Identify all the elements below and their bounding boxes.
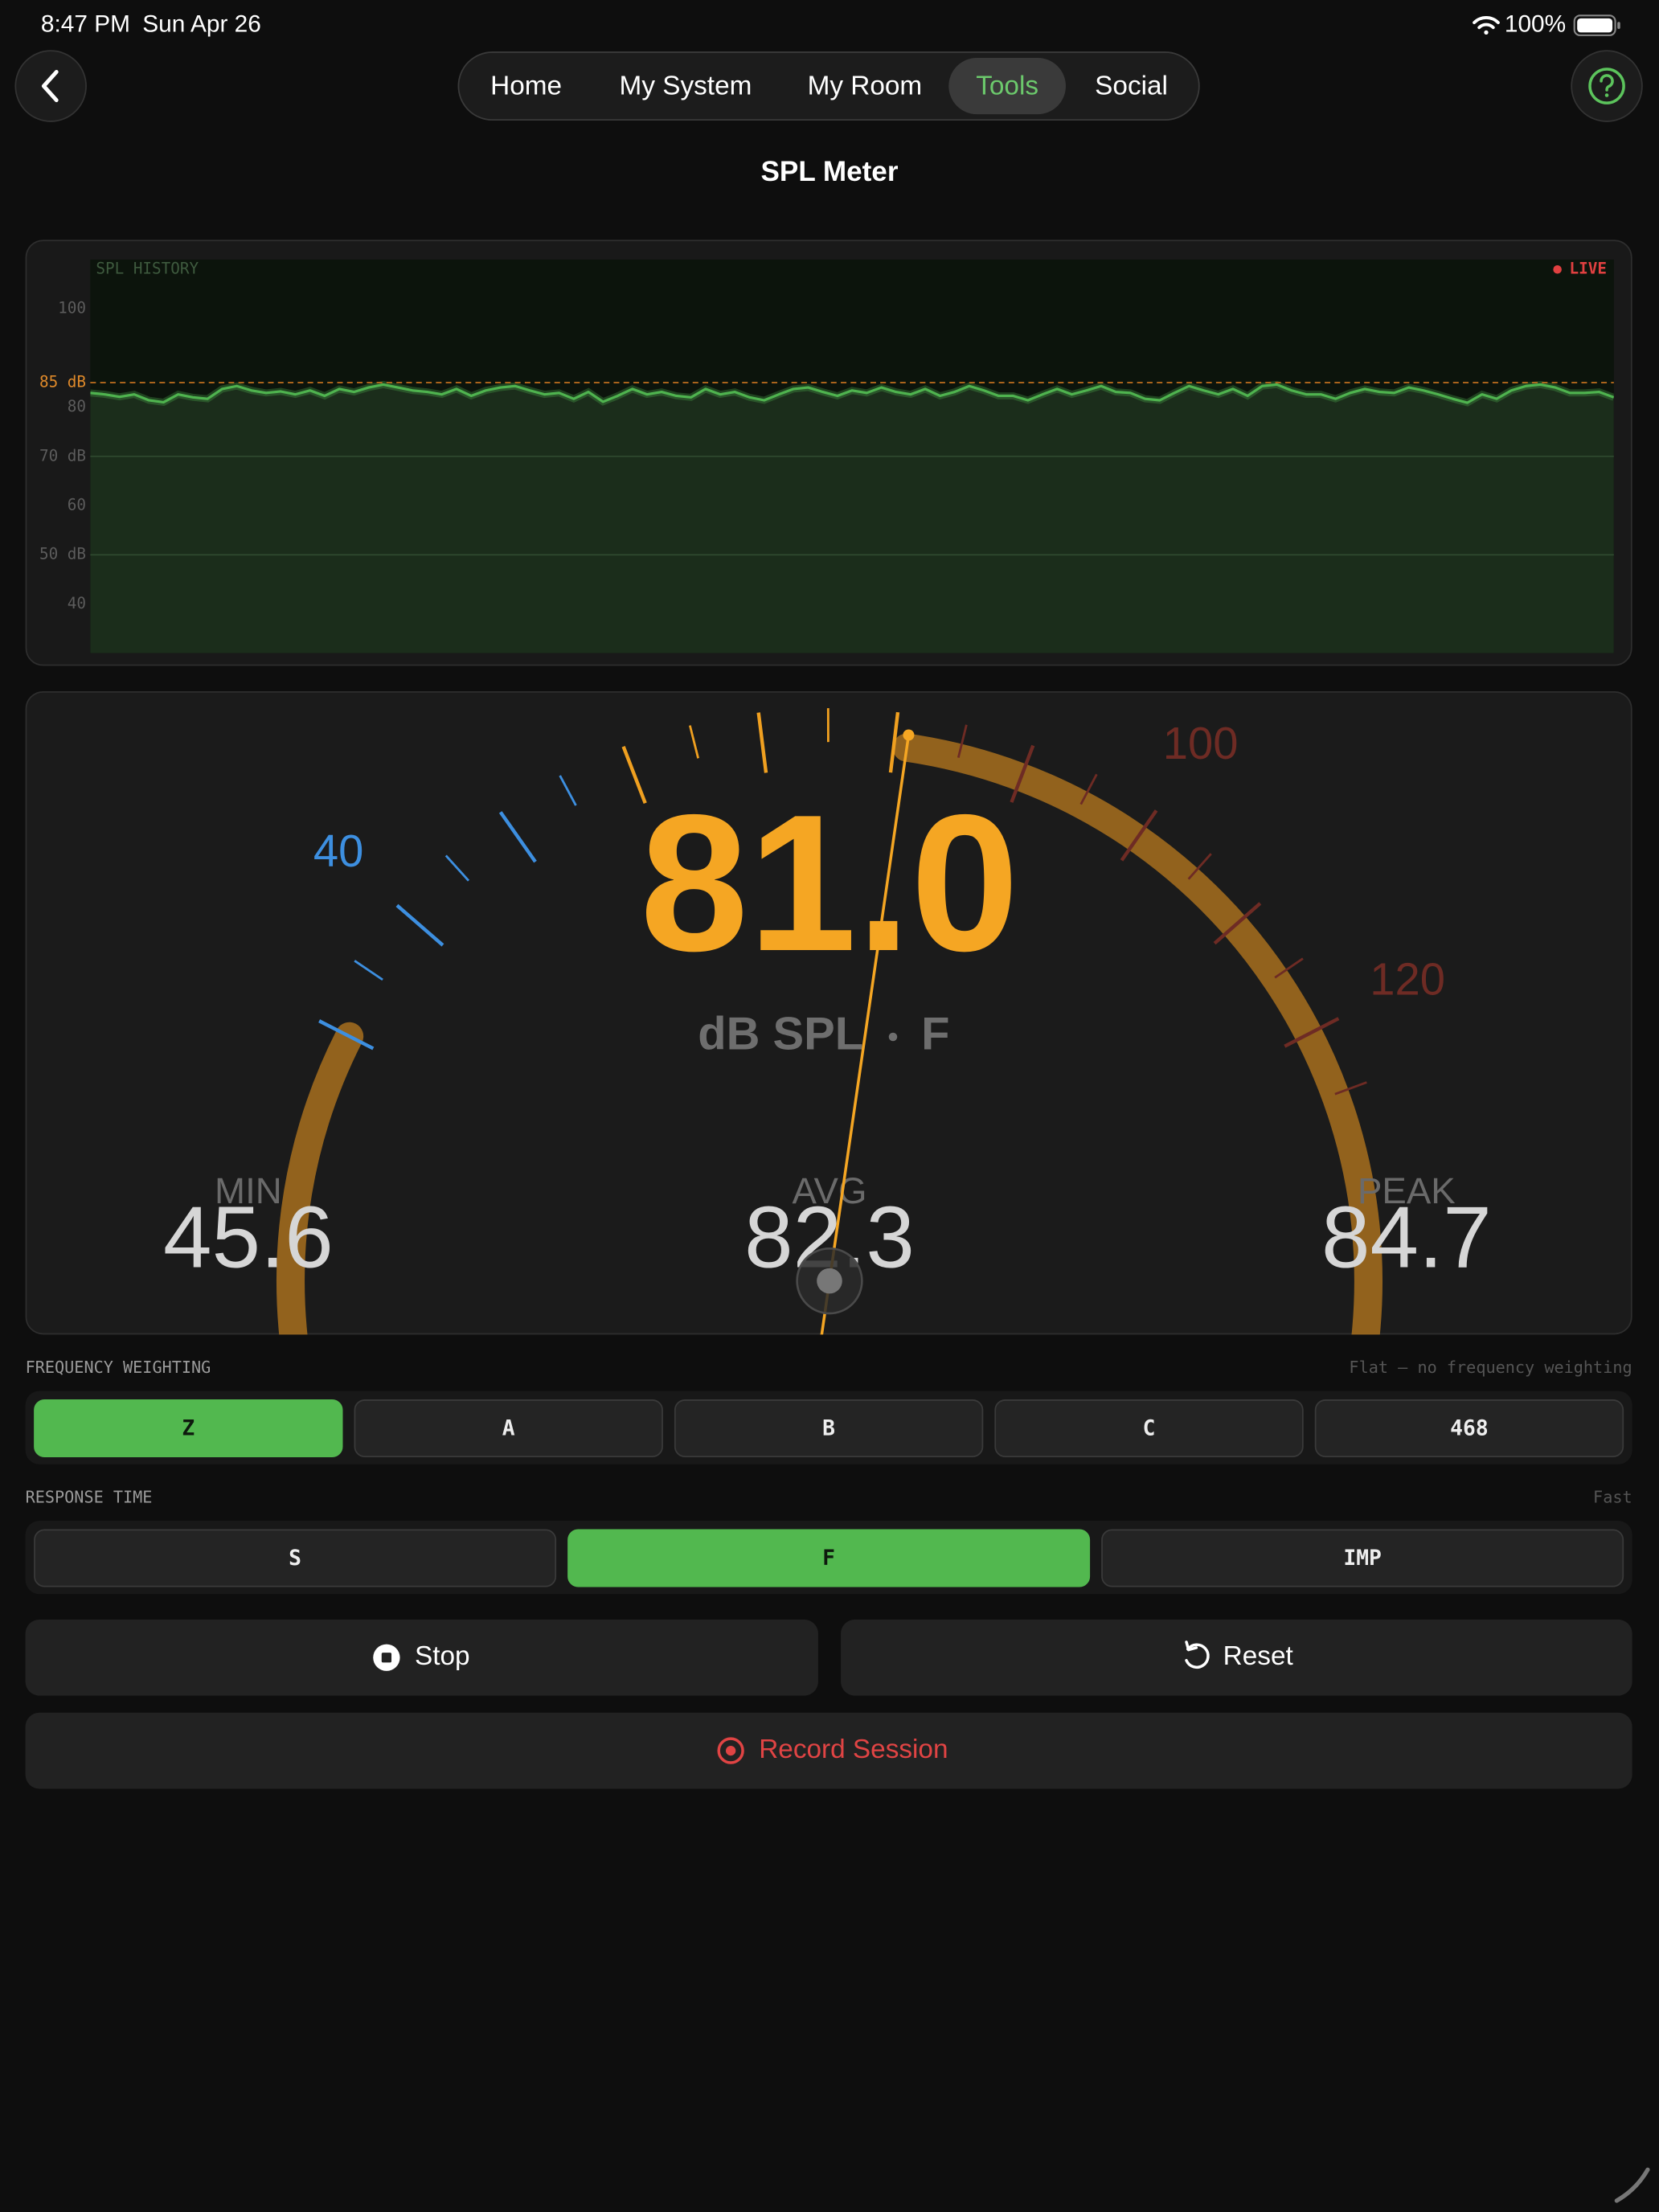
gauge-tick: [498, 811, 537, 863]
gauge-scale-label: 120: [1370, 954, 1445, 1005]
battery-percent: 100%: [1505, 10, 1566, 37]
needle: [820, 735, 911, 1335]
stat-value: 84.7: [1321, 1189, 1492, 1287]
page-title: SPL Meter: [761, 156, 899, 187]
mode: F: [921, 1008, 949, 1059]
status-time: 8:47 PM: [41, 10, 130, 37]
stat-value: 45.6: [163, 1189, 334, 1287]
needle-tip: [903, 729, 915, 741]
gauge-tick: [1274, 957, 1304, 979]
live-dot: [1553, 264, 1562, 274]
section-description: Flat — no frequency weighting: [1349, 1358, 1632, 1377]
needle-hub-dot: [817, 1268, 842, 1294]
button-label: Record Session: [759, 1735, 948, 1764]
active-tab: [948, 57, 1066, 115]
gauge-arc: [892, 733, 1382, 1335]
section-label: FREQUENCY WEIGHTING: [26, 1358, 211, 1377]
gauge-tick: [1079, 773, 1098, 805]
option-label: S: [289, 1546, 301, 1571]
gauge-arc: [276, 1022, 463, 1335]
y-tick-label: 85 dB: [39, 372, 86, 391]
battery-icon: [1573, 14, 1620, 36]
section-description: Fast: [1593, 1487, 1632, 1506]
gauge-tick: [688, 725, 699, 759]
gauge-tick: [1120, 809, 1158, 862]
tab[interactable]: My System: [620, 72, 752, 101]
gauge-tick: [756, 712, 768, 773]
status-date: Sun Apr 26: [142, 10, 261, 37]
y-tick-label: 60: [68, 495, 86, 514]
gauge-tick: [318, 1019, 375, 1051]
option-label: 468: [1450, 1416, 1489, 1440]
y-tick-label: 50 dB: [39, 545, 86, 563]
y-tick-label: 100: [58, 299, 86, 317]
gauge-scale-label: 100: [1163, 718, 1239, 768]
option-label: Z: [182, 1416, 195, 1440]
option-button[interactable]: [34, 1399, 343, 1458]
gauge-tick: [354, 960, 383, 981]
weighting-options: Z A B C 468: [34, 1399, 1624, 1458]
y-tick-label: 70 dB: [39, 446, 86, 465]
option-button[interactable]: [354, 1399, 663, 1458]
gauge-tick: [395, 903, 444, 947]
gauge-tick: [1213, 902, 1262, 945]
tabs: Home My System My Room Tools Social: [490, 57, 1168, 115]
record-button[interactable]: Record Session: [25, 1712, 1632, 1789]
y-tick-label: 80: [68, 397, 86, 416]
tab[interactable]: Tools: [976, 72, 1038, 101]
separator-dot: [888, 1032, 898, 1042]
stop-button[interactable]: Stop: [25, 1619, 818, 1696]
stat-label: PEAK: [1358, 1170, 1456, 1211]
back-button[interactable]: [14, 50, 87, 122]
y-tick-label: 40: [68, 594, 86, 612]
option-label: B: [822, 1416, 835, 1440]
line: [90, 383, 1614, 404]
gauge-tick: [1284, 1017, 1340, 1048]
gauge-scale-label: 40: [313, 825, 363, 876]
history-title: SPL HISTORY: [96, 260, 199, 278]
tab[interactable]: Home: [490, 72, 562, 101]
unit: dB SPL: [698, 1008, 863, 1059]
button-label: Reset: [1223, 1641, 1294, 1671]
option-button[interactable]: [1314, 1399, 1624, 1458]
gauge-tick: [1334, 1081, 1367, 1096]
option-button[interactable]: [34, 1529, 557, 1587]
area: [90, 384, 1614, 653]
gauge-tick: [1010, 744, 1035, 803]
option-label: F: [822, 1546, 835, 1571]
option-label: IMP: [1343, 1546, 1382, 1571]
tab[interactable]: My Room: [808, 72, 923, 101]
gauge-panel: [25, 691, 1632, 1335]
option-label: C: [1143, 1416, 1156, 1440]
tab[interactable]: Social: [1095, 72, 1168, 101]
wifi-icon: [1473, 16, 1500, 35]
section-label: RESPONSE TIME: [26, 1487, 153, 1506]
gauge-tick: [621, 746, 647, 804]
stat-label: AVG: [793, 1170, 867, 1211]
gauge-tick: [956, 724, 968, 758]
option-label: A: [502, 1416, 515, 1440]
gauge-tick: [559, 775, 577, 806]
gauge-tick: [1187, 853, 1212, 880]
history-plot-content: [90, 380, 1614, 653]
button-label: Stop: [415, 1641, 470, 1671]
option-button[interactable]: [567, 1529, 1091, 1587]
option-button[interactable]: [1101, 1529, 1624, 1587]
option-button[interactable]: [674, 1399, 984, 1458]
reading: 81.0: [640, 775, 1018, 992]
gauge-tick: [888, 711, 900, 773]
resize-indicator: [1614, 2167, 1650, 2203]
help-button[interactable]: [1571, 50, 1643, 122]
option-button[interactable]: [994, 1399, 1304, 1458]
response-options: S F IMP: [34, 1529, 1624, 1587]
stat-label: MIN: [215, 1170, 282, 1211]
history-axis: 40 50 dB 60 70 dB 80 85 dB 100: [39, 299, 1614, 612]
live-status: LIVE: [1570, 260, 1607, 278]
reset-button[interactable]: Reset: [841, 1619, 1632, 1696]
gauge-tick: [444, 854, 470, 882]
